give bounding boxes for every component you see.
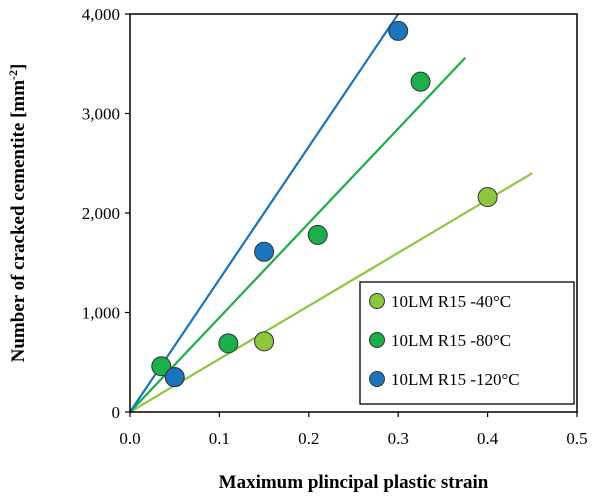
data-point-series-2 — [308, 225, 327, 244]
data-point-series-1 — [478, 188, 497, 207]
x-tick-label: 0.0 — [119, 429, 140, 448]
data-point-series-2 — [411, 72, 430, 91]
y-axis-title-text: Number of cracked cementite [mm — [8, 80, 29, 363]
y-axis-ticks: 0 1,000 2,000 3,000 4,000 — [82, 5, 130, 422]
data-point-series-3 — [165, 368, 184, 387]
x-tick-label: 0.5 — [566, 429, 587, 448]
y-axis-title: Number of cracked cementite [mm-2] — [6, 64, 29, 363]
data-point-series-1 — [255, 332, 274, 351]
y-tick-label: 0 — [112, 403, 121, 422]
legend: 10LM R15 -40°C 10LM R15 -80°C 10LM R15 -12… — [360, 282, 574, 404]
y-tick-label: 3,000 — [82, 105, 120, 124]
y-tick-label: 2,000 — [82, 204, 120, 223]
legend-marker — [370, 372, 385, 387]
y-tick-label: 4,000 — [82, 5, 120, 24]
x-axis-ticks: 0.0 0.1 0.2 0.3 0.4 0.5 — [119, 412, 587, 448]
x-tick-label: 0.3 — [388, 429, 409, 448]
x-tick-label: 0.4 — [477, 429, 499, 448]
legend-label: 10LM R15 -120°C — [391, 370, 520, 389]
legend-label: 10LM R15 -40°C — [391, 292, 511, 311]
x-tick-label: 0.2 — [298, 429, 319, 448]
y-axis-title-superscript: -2 — [6, 70, 20, 80]
legend-marker — [370, 294, 385, 309]
legend-label: 10LM R15 -80°C — [391, 331, 511, 350]
data-point-series-3 — [255, 242, 274, 261]
x-tick-label: 0.1 — [209, 429, 230, 448]
y-axis-title-close: ] — [8, 64, 29, 70]
legend-marker — [370, 333, 385, 348]
y-tick-label: 1,000 — [82, 304, 120, 323]
data-point-series-2 — [219, 334, 238, 353]
data-point-series-3 — [389, 21, 408, 40]
x-axis-title: Maximum plincipal plastic strain — [219, 472, 489, 493]
trendline-series-3 — [130, 14, 398, 412]
